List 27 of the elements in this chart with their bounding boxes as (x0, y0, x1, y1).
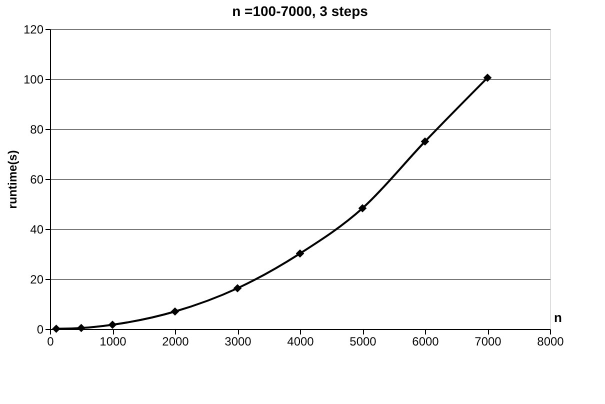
y-tick-label: 0 (36, 322, 44, 336)
y-axis-title: runtime(s) (5, 150, 20, 209)
y-tick-label: 100 (23, 72, 44, 86)
point (233, 284, 242, 292)
x-tick-label: 8000 (537, 334, 564, 348)
y-tick-label: 20 (30, 272, 44, 286)
x-tick-label: 1000 (100, 334, 127, 348)
x-tick-label: 0 (47, 334, 54, 348)
y-tick-label: 120 (23, 22, 44, 36)
point (77, 324, 86, 332)
point (358, 204, 367, 212)
point (108, 320, 117, 329)
point (483, 74, 492, 82)
chart-title: n =100-7000, 3 steps (232, 3, 368, 19)
point (296, 249, 304, 258)
y-tick-label: 60 (30, 172, 44, 186)
y-tick-label: 80 (30, 122, 44, 136)
point (170, 307, 180, 316)
point (420, 137, 430, 146)
x-tick-label: 3000 (224, 334, 252, 348)
x-tick-label: 6000 (412, 334, 440, 348)
x-tick-label: 4000 (287, 334, 314, 348)
x-tick-label: 5000 (350, 334, 377, 348)
x-tick-label: 7000 (474, 334, 502, 348)
x-axis-title: n (554, 310, 562, 325)
y-tick-label: 40 (30, 222, 44, 236)
x-tick-label: 2000 (162, 334, 190, 348)
